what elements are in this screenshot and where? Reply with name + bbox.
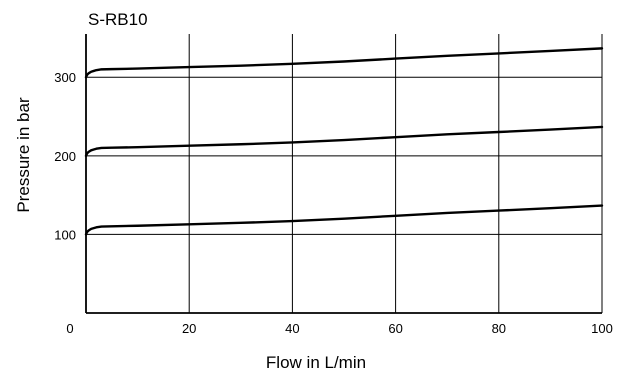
x-tick-label: 60 (388, 321, 402, 336)
chart-title: S-RB10 (88, 10, 148, 29)
tick-labels: 0 20 40 60 80 100 100 200 300 (54, 70, 613, 336)
y-axis-label: Pressure in bar (14, 97, 33, 213)
y-tick-label: 200 (54, 149, 76, 164)
x-tick-label: 40 (285, 321, 299, 336)
series-line (84, 204, 604, 236)
y-tick-label: 100 (54, 227, 76, 242)
grid (86, 34, 603, 313)
x-tick-label: 80 (492, 321, 506, 336)
x-tick-label: 20 (182, 321, 196, 336)
y-tick-label: 300 (54, 70, 76, 85)
x-axis-label: Flow in L/min (266, 353, 366, 372)
series-line (84, 125, 604, 158)
x-tick-label: 0 (66, 321, 73, 336)
x-tick-label: 100 (591, 321, 613, 336)
series-line (84, 47, 604, 79)
series-layer (84, 47, 604, 236)
axes (85, 34, 602, 314)
